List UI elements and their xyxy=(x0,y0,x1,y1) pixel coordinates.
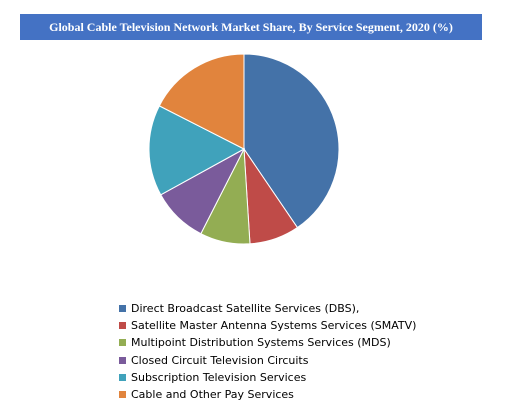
pie-slice-5 xyxy=(148,105,246,196)
legend-label: Closed Circuit Television Circuits xyxy=(131,353,309,367)
legend-label: Direct Broadcast Satellite Services (DBS… xyxy=(131,302,360,316)
pie-slice-1 xyxy=(243,53,340,229)
legend-item: Closed Circuit Television Circuits xyxy=(119,352,416,369)
legend-item: Subscription Television Services xyxy=(119,369,416,386)
chart-title: Global Cable Television Network Market S… xyxy=(20,14,482,40)
legend-swatch xyxy=(119,356,126,364)
legend-swatch xyxy=(119,305,126,313)
chart-legend: Direct Broadcast Satellite Services (DBS… xyxy=(119,300,416,403)
legend-item: Cable and Other Pay Services xyxy=(119,386,416,403)
legend-item: Multipoint Distribution Systems Services… xyxy=(119,334,416,351)
legend-label: Multipoint Distribution Systems Services… xyxy=(131,336,391,350)
pie-slice-6 xyxy=(158,53,245,150)
legend-swatch xyxy=(119,373,126,381)
legend-item: Direct Broadcast Satellite Services (DBS… xyxy=(119,300,416,317)
pie-slices xyxy=(148,53,340,245)
legend-swatch xyxy=(119,339,126,347)
legend-item: Satellite Master Antenna Systems Service… xyxy=(119,317,416,334)
legend-swatch xyxy=(119,322,126,330)
legend-label: Subscription Television Services xyxy=(131,370,307,384)
legend-label: Cable and Other Pay Services xyxy=(131,388,294,402)
legend-swatch xyxy=(119,391,126,399)
legend-label: Satellite Master Antenna Systems Service… xyxy=(131,319,417,333)
